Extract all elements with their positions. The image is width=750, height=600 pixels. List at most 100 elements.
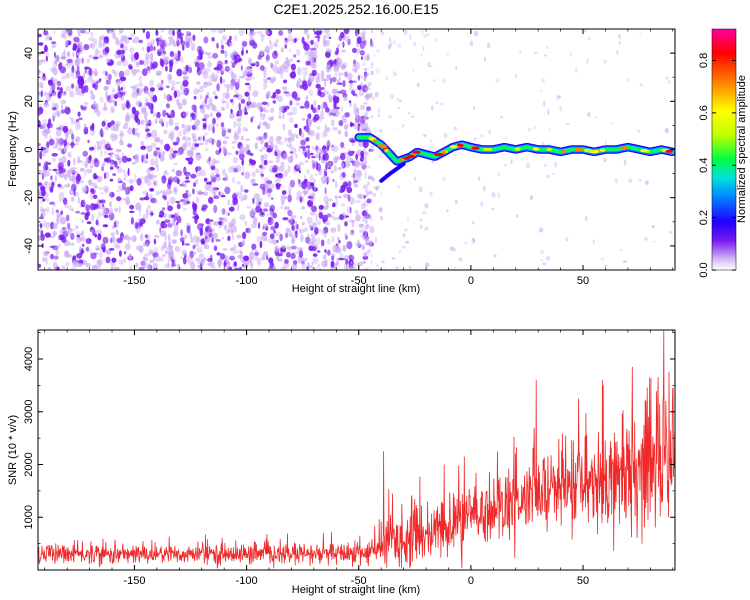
- noise-blob: [307, 261, 310, 268]
- noise-blob: [85, 105, 88, 109]
- noise-blob: [105, 79, 111, 85]
- noise-blob: [85, 204, 90, 212]
- noise-blob: [273, 44, 279, 47]
- noise-blob: [104, 187, 109, 194]
- noise-blob: [307, 118, 313, 126]
- noise-blob: [355, 176, 361, 183]
- y-tick-label: 40: [23, 47, 35, 59]
- noise-blob: [287, 165, 291, 173]
- noise-blob: [173, 259, 177, 267]
- noise-blob: [182, 75, 189, 81]
- noise-blob: [304, 50, 308, 56]
- noise-blob: [262, 107, 267, 112]
- noise-blob: [334, 164, 337, 172]
- noise-blob: [159, 230, 167, 237]
- noise-blob: [309, 152, 314, 156]
- noise-blob: [211, 37, 215, 42]
- noise-blob: [90, 32, 94, 37]
- noise-blob: [174, 239, 177, 244]
- noise-blob: [72, 52, 75, 57]
- noise-blob: [240, 184, 244, 193]
- noise-blob: [245, 128, 248, 132]
- noise-blob: [131, 106, 137, 114]
- noise-blob: [45, 55, 48, 62]
- noise-blob: [241, 172, 244, 176]
- noise-blob: [240, 65, 243, 71]
- noise-blob: [211, 29, 218, 33]
- noise-blob: [156, 85, 160, 88]
- noise-blob: [325, 32, 331, 39]
- noise-blob: [210, 165, 216, 171]
- noise-blob: [115, 40, 119, 46]
- noise-blob: [361, 112, 365, 115]
- noise-blob: [339, 89, 347, 95]
- noise-blob: [122, 58, 128, 67]
- noise-blob: [157, 36, 162, 40]
- noise-blob: [565, 237, 569, 242]
- noise-blob: [79, 29, 86, 34]
- noise-blob: [60, 99, 67, 105]
- noise-blob: [332, 202, 336, 208]
- noise-blob: [327, 249, 331, 256]
- noise-blob: [267, 116, 273, 121]
- noise-blob: [202, 118, 207, 122]
- noise-blob: [173, 128, 176, 131]
- noise-blob: [651, 240, 656, 243]
- noise-blob: [331, 255, 335, 261]
- noise-blob: [312, 107, 317, 114]
- noise-blob: [99, 78, 102, 82]
- noise-blob: [184, 243, 190, 246]
- noise-blob: [44, 164, 49, 171]
- noise-blob: [181, 44, 185, 51]
- noise-blob: [52, 262, 58, 270]
- noise-blob: [367, 181, 370, 187]
- noise-blob: [192, 113, 197, 121]
- noise-blob: [378, 207, 382, 212]
- noise-blob: [218, 220, 223, 226]
- noise-blob: [69, 188, 74, 196]
- noise-blob: [280, 266, 286, 270]
- noise-blob: [169, 147, 174, 153]
- noise-blob: [81, 57, 84, 64]
- noise-blob: [371, 63, 374, 67]
- noise-blob: [275, 89, 281, 95]
- noise-blob: [121, 182, 126, 191]
- noise-blob: [430, 65, 433, 68]
- noise-blob: [295, 230, 298, 239]
- noise-blob: [402, 123, 404, 128]
- noise-blob: [361, 234, 366, 238]
- noise-blob: [49, 138, 55, 146]
- noise-blob: [75, 53, 80, 56]
- noise-blob: [547, 109, 550, 115]
- noise-blob: [150, 158, 155, 167]
- noise-blob: [123, 251, 127, 255]
- noise-blob: [245, 77, 252, 81]
- noise-blob: [381, 260, 385, 264]
- noise-blob: [60, 56, 67, 59]
- noise-blob: [301, 67, 308, 71]
- noise-blob: [347, 38, 351, 46]
- noise-blob: [283, 206, 290, 211]
- noise-blob: [260, 173, 264, 177]
- noise-blob: [71, 117, 74, 125]
- noise-blob: [205, 235, 208, 240]
- noise-blob: [61, 227, 67, 231]
- noise-blob: [121, 152, 124, 157]
- noise-blob: [368, 240, 373, 245]
- noise-blob: [395, 266, 400, 270]
- noise-blob: [349, 206, 352, 214]
- noise-blob: [84, 31, 91, 35]
- noise-blob: [308, 224, 313, 228]
- noise-blob: [232, 176, 235, 184]
- noise-blob: [166, 43, 171, 46]
- noise-blob: [232, 197, 238, 206]
- noise-blob: [57, 80, 62, 87]
- y-tick-label: 2000: [23, 452, 35, 476]
- noise-blob: [90, 188, 94, 193]
- noise-blob: [488, 129, 491, 135]
- noise-blob: [51, 41, 56, 45]
- noise-blob: [143, 160, 149, 164]
- noise-blob: [446, 209, 449, 212]
- noise-blob: [98, 206, 105, 210]
